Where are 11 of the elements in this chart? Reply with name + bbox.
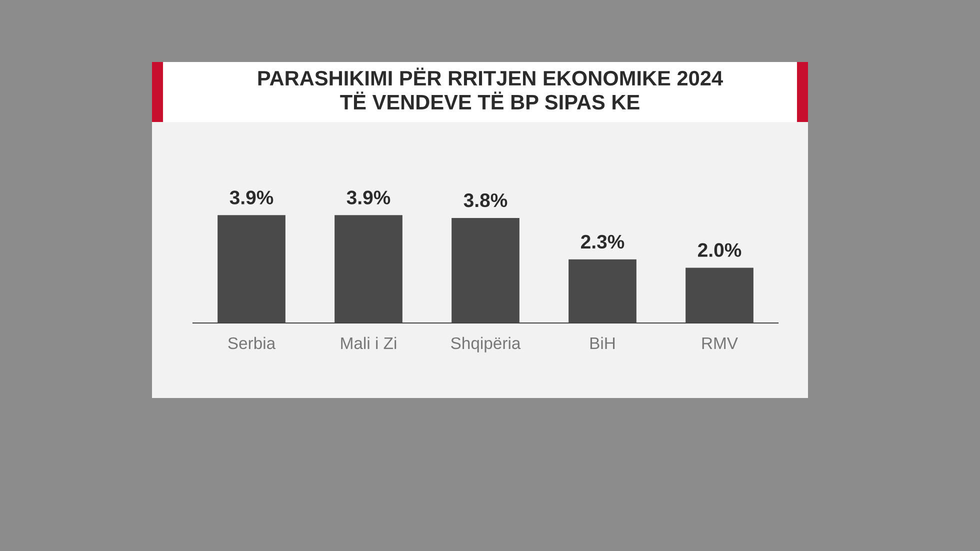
data-label: 2.3% [581,234,624,249]
x-tick-label: Serbia [228,336,276,350]
data-label: 3.8% [464,193,508,208]
data-label: 3.9% [346,190,390,204]
chart-title: PARASHIKIMI PËR RRITJEN EKONOMIKE 2024 TË VENDEVE TË BP SIPAS KE [258,68,723,110]
data-label: 2.0% [698,243,742,257]
x-tick-label: BiH [590,336,615,349]
data-label: 3.9% [230,190,274,204]
x-tick-label: Shqipëria [451,336,521,352]
x-tick-label: Mali i Zi [341,336,396,350]
x-tick-label: RMV [702,338,738,349]
